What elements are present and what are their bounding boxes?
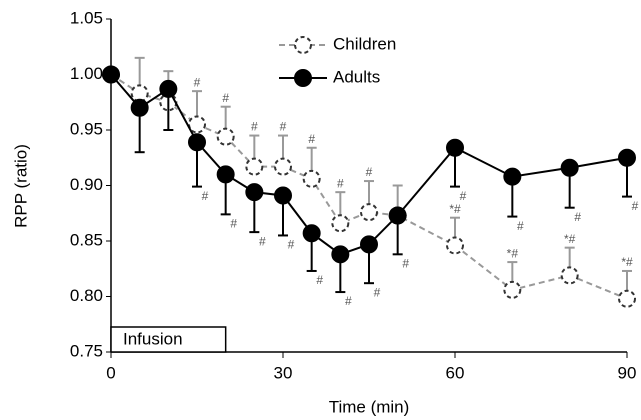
marker [102,65,120,84]
infusion-box [110,326,227,353]
significance-mark: *# [564,232,576,246]
legend-marker [294,36,312,54]
significance-mark: # [308,132,315,146]
y-tick-label: 1.00 [70,64,103,83]
marker [360,235,378,254]
y-tick-label: 0.80 [70,286,103,305]
significance-mark: # [460,189,467,203]
significance-mark: # [316,273,323,287]
y-tick-label: 0.85 [70,230,103,249]
x-tick-label: 0 [106,363,115,382]
marker [245,183,264,202]
significance-mark: # [230,217,237,231]
x-tick-label: 60 [446,363,465,382]
significance-mark: # [402,256,409,270]
marker [274,157,292,176]
y-tick-label: 1.05 [70,8,103,27]
marker [618,148,636,167]
marker [302,224,321,243]
significance-mark: # [574,210,581,224]
marker [302,169,321,188]
marker [446,236,464,255]
marker [331,214,350,233]
legend-label: Adults [333,67,380,86]
marker [159,79,178,98]
marker [188,115,206,134]
y-tick-label: 0.75 [70,341,103,360]
marker [446,138,464,157]
marker [618,289,636,308]
legend-label: Children [333,34,396,53]
significance-mark: *# [449,202,461,216]
marker [560,266,579,285]
marker [130,84,149,103]
significance-mark: # [280,120,287,134]
significance-mark: *# [507,246,519,260]
x-tick-label: 90 [618,363,637,382]
marker [503,280,522,299]
significance-mark: # [632,199,639,213]
marker [503,167,522,186]
significance-mark: # [517,219,524,233]
y-tick-label: 0.95 [70,119,103,138]
infusion-label: Infusion [123,329,183,348]
significance-mark: # [202,189,209,203]
significance-mark: # [222,91,229,105]
significance-mark: # [366,165,373,179]
significance-mark: # [259,234,266,248]
marker [245,157,264,176]
marker [331,245,350,264]
significance-mark: # [337,176,344,190]
y-tick-label: 0.90 [70,175,103,194]
x-tick-label: 30 [274,363,293,382]
x-axis-label: Time (min) [329,397,410,416]
y-axis-label: RPP (ratio) [11,144,30,228]
marker [560,158,579,177]
marker [274,186,292,205]
legend-marker [294,69,312,87]
marker [216,165,235,184]
marker [216,127,235,146]
significance-mark: # [374,285,381,299]
marker [130,98,149,117]
significance-mark: # [251,120,258,134]
significance-mark: # [194,75,201,89]
marker [188,133,206,152]
significance-mark: # [345,294,352,308]
marker [388,206,407,225]
significance-mark: # [288,238,295,252]
significance-mark: *# [621,255,633,269]
marker [360,203,378,222]
